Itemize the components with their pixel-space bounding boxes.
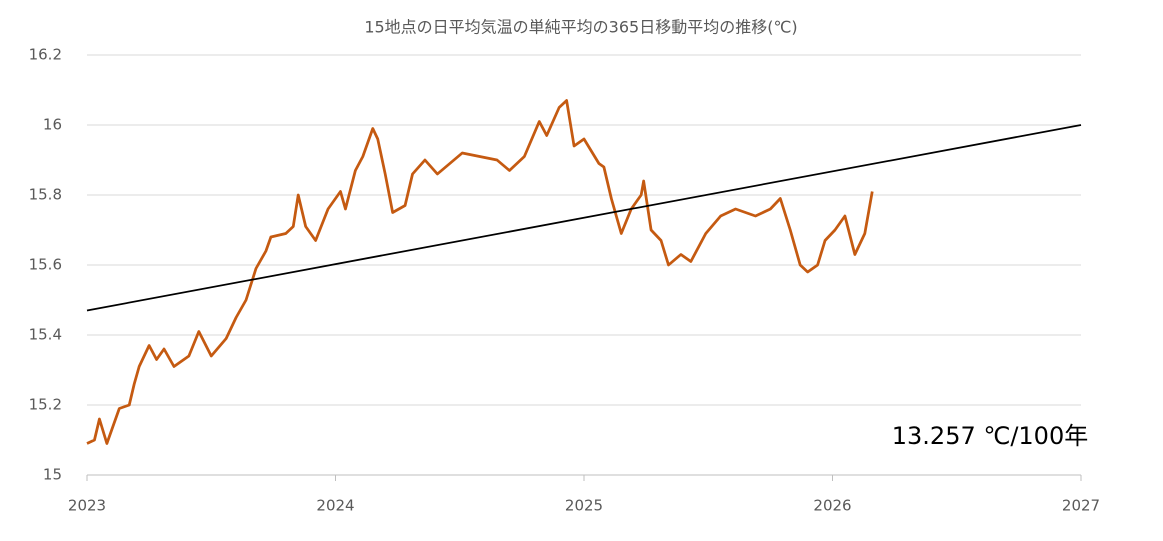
series-line bbox=[86, 99, 874, 445]
x-tick-label: 2025 bbox=[565, 497, 603, 515]
y-tick-label: 16.2 bbox=[29, 46, 62, 64]
y-tick-label: 16 bbox=[43, 116, 62, 134]
x-tick-label: 2023 bbox=[68, 497, 106, 515]
x-tick-label: 2027 bbox=[1062, 497, 1100, 515]
x-tick-label: 2024 bbox=[316, 497, 354, 515]
y-tick-label: 15.2 bbox=[29, 396, 62, 414]
series-line bbox=[86, 124, 1082, 312]
annotation: 13.257 ℃/100年 bbox=[892, 422, 1088, 450]
y-tick-label: 15 bbox=[43, 466, 62, 484]
x-tick-label: 2026 bbox=[813, 497, 851, 515]
chart-title: 15地点の日平均気温の単純平均の365日移動平均の推移(℃) bbox=[364, 18, 797, 37]
y-tick-label: 15.6 bbox=[29, 256, 62, 274]
y-tick-label: 15.4 bbox=[29, 326, 62, 344]
y-tick-label: 15.8 bbox=[29, 186, 62, 204]
